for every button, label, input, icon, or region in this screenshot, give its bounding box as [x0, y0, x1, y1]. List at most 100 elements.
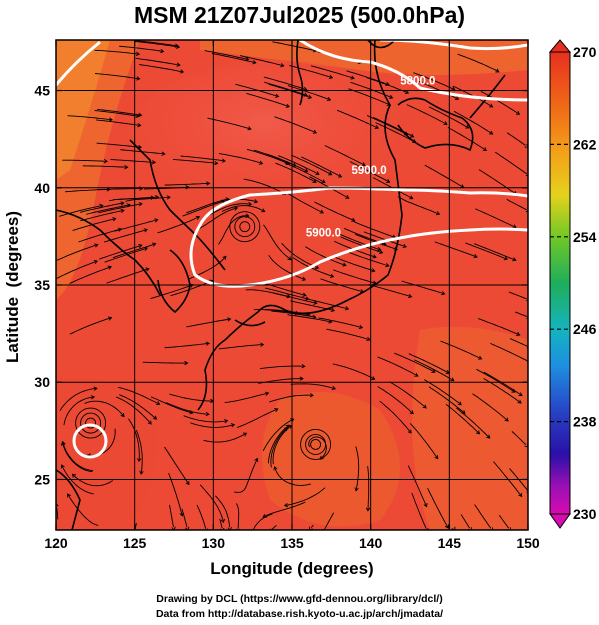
streamline-arrowhead [108, 117, 113, 122]
streamline [348, 88, 391, 106]
streamline-arrowhead [214, 160, 219, 166]
streamline-arrowhead [385, 262, 390, 268]
streamline-arrowhead [161, 151, 166, 156]
vortex-ring [305, 433, 327, 455]
streamline [59, 204, 103, 217]
streamline [304, 297, 349, 310]
streamline-arrowhead [283, 502, 289, 508]
streamline-arrowhead [486, 434, 491, 439]
streamline [457, 53, 500, 73]
streamline [190, 422, 235, 428]
streamline [63, 396, 95, 426]
streamline-arrowhead [475, 430, 481, 435]
streamline [397, 196, 440, 215]
x-tick-label: 145 [438, 535, 462, 551]
colorbar-tick-label: 270 [573, 44, 597, 60]
streamline-arrowhead [444, 524, 449, 529]
x-tick-label: 135 [280, 535, 304, 551]
streamline [164, 182, 210, 186]
streamline [128, 418, 140, 462]
streamline [218, 153, 263, 165]
streamline [165, 402, 209, 415]
streamline [290, 383, 336, 390]
streamline-arrowhead [518, 392, 523, 397]
streamline [389, 381, 427, 409]
streamline [265, 287, 309, 300]
streamline-arrowhead [205, 341, 210, 346]
streamline-arrowhead [473, 254, 478, 259]
streamlines [56, 40, 528, 530]
vortex-ring [229, 211, 261, 243]
streamline [366, 115, 408, 135]
streamline [172, 158, 218, 164]
streamline [332, 255, 375, 272]
streamline [94, 49, 140, 55]
streamline-arrowhead [152, 242, 157, 247]
streamline [417, 80, 459, 100]
streamline-arrowhead [230, 423, 236, 428]
streamline-arrowhead [302, 292, 307, 297]
streamline-arrowhead [351, 217, 356, 222]
streamline-arrowhead [304, 168, 309, 173]
streamline [78, 228, 122, 243]
streamline [56, 260, 98, 280]
streamline-arrowhead [143, 246, 149, 251]
streamline [287, 314, 332, 323]
streamline-arrowhead [503, 256, 509, 261]
streamline-arrowhead [299, 376, 304, 381]
colorbar-tick-label: 262 [573, 136, 597, 152]
streamline [472, 393, 509, 422]
streamline [104, 247, 148, 263]
streamline [511, 431, 527, 446]
streamline-arrowhead [414, 372, 419, 377]
streamline [95, 73, 140, 80]
streamline-arrowhead [424, 528, 429, 530]
streamline-arrowhead [145, 267, 150, 272]
streamline [332, 363, 375, 380]
streamline-arrowhead [280, 63, 285, 68]
streamline-arrowhead [489, 130, 494, 135]
streamline [186, 198, 229, 214]
streamline [350, 81, 393, 99]
streamline [240, 55, 284, 67]
colorbar: 270 262 254 246 238 230 [548, 39, 597, 529]
streamline-arrowhead [260, 342, 265, 347]
streamline [375, 122, 416, 143]
y-tick-label: 45 [34, 83, 50, 99]
streamline-arrowhead [312, 179, 317, 183]
streamline-arrowhead [451, 526, 456, 530]
streamline-arrowhead [189, 410, 194, 415]
y-tick-label: 25 [34, 471, 50, 487]
streamline [333, 269, 377, 284]
streamline [379, 400, 412, 434]
streamline [320, 278, 364, 293]
streamline [509, 338, 528, 347]
x-tick-label: 120 [44, 535, 68, 551]
streamline-arrowhead [371, 268, 376, 273]
streamline [264, 81, 308, 96]
streamline-arrowhead [365, 507, 371, 512]
streamline [142, 361, 188, 364]
streamline-arrowhead [451, 86, 456, 91]
streamline [413, 72, 455, 91]
footer-credit-data: Data from http://database.rish.kyoto-u.a… [155, 608, 444, 620]
streamline-arrowhead [328, 74, 334, 80]
streamline [346, 70, 390, 86]
streamline [106, 268, 150, 284]
streamline [221, 205, 265, 212]
streamline-arrowhead [56, 502, 59, 507]
grid-lines [56, 40, 528, 530]
streamline-arrowhead [337, 173, 343, 178]
streamline [272, 425, 292, 465]
streamline-arrowhead [457, 401, 462, 406]
streamline-arrowhead [179, 69, 185, 74]
streamline [498, 514, 510, 529]
streamline-arrowhead [124, 165, 129, 170]
streamline [180, 155, 226, 162]
streamline-arrowhead [185, 185, 190, 190]
streamline-arrowhead [258, 160, 264, 165]
streamline [204, 50, 249, 60]
streamline-arrowhead [515, 110, 521, 115]
streamline-arrowhead [94, 243, 99, 248]
streamline [96, 142, 142, 148]
